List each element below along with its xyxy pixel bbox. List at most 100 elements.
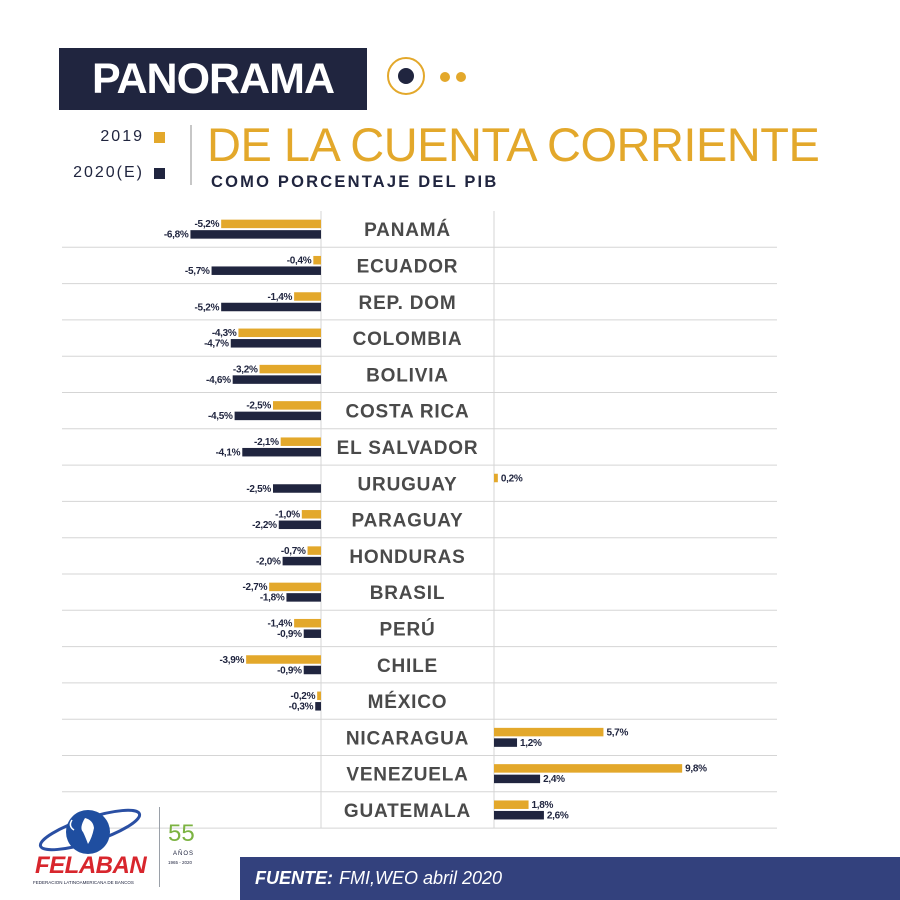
bar-2020 xyxy=(190,230,321,239)
bar-2020 xyxy=(211,266,321,275)
data-label: -4,3% xyxy=(212,328,237,339)
data-label: -2,2% xyxy=(252,520,277,531)
bar-2019 xyxy=(273,401,321,410)
bar-2019 xyxy=(494,764,683,773)
badge-title: PANORAMA xyxy=(91,55,335,103)
bar-2020 xyxy=(303,665,321,675)
chart-subtitle: COMO PORCENTAJE DEL PIB xyxy=(211,173,499,191)
bar-2019 xyxy=(246,655,321,664)
bar-2020 xyxy=(278,520,321,530)
bar-2019 xyxy=(307,546,321,555)
bar-2020 xyxy=(273,484,321,493)
logo-name: FELABAN xyxy=(35,852,147,879)
legend-label: 2019 xyxy=(100,128,144,145)
felaban-logo: FELABAN FEDERACION LATINOAMERICANA DE BA… xyxy=(25,800,245,895)
data-label: -4,5% xyxy=(208,411,233,422)
category-label: MÉXICO xyxy=(368,691,448,713)
bar-2020 xyxy=(234,411,321,421)
chart-title: DE LA CUENTA CORRIENTE xyxy=(207,118,820,171)
legend-swatch xyxy=(154,131,165,143)
bar-2019 xyxy=(313,255,321,265)
anniversary-word: AÑOS xyxy=(173,851,195,857)
data-label: -5,7% xyxy=(185,266,210,277)
anniversary-years: 1965 - 2020 xyxy=(168,860,193,865)
data-label: -6,8% xyxy=(164,230,189,241)
title-badge: PANORAMA xyxy=(59,48,367,110)
globe-icon xyxy=(38,808,142,854)
legend-label: 2020(E) xyxy=(73,164,144,181)
data-label: -5,2% xyxy=(195,302,220,313)
data-label: 9,8% xyxy=(685,764,707,775)
target-circle-icon xyxy=(387,57,425,95)
bar-2020 xyxy=(315,702,321,711)
legend-swatch xyxy=(154,167,165,179)
bar-chart: PANAMÁ -5,2% -6,8% ECUADOR -0,4% -5,7% REP. DO… xyxy=(62,211,777,829)
bar-2020 xyxy=(286,593,321,602)
data-label: 1,2% xyxy=(520,738,542,749)
data-label: 0,2% xyxy=(501,473,523,484)
bar-2020 xyxy=(282,556,321,566)
bar-2020 xyxy=(221,302,321,312)
category-label: BRASIL xyxy=(370,583,446,604)
bar-2019 xyxy=(317,691,321,701)
category-label: URUGUAY xyxy=(358,474,458,495)
bar-2019 xyxy=(301,510,321,519)
data-label: -5,2% xyxy=(195,219,220,230)
bar-2020 xyxy=(494,810,544,820)
category-label: CHILE xyxy=(377,656,438,677)
logo-divider xyxy=(159,807,160,887)
data-label: -1,4% xyxy=(267,618,292,629)
bar-2020 xyxy=(303,629,321,638)
data-label: -2,5% xyxy=(246,484,271,495)
category-label: BOLIVIA xyxy=(366,365,449,386)
target-dot-icon xyxy=(398,68,414,84)
data-label: -2,1% xyxy=(254,437,279,448)
legend-item-2020: 2020(E) xyxy=(73,164,165,182)
category-label: VENEZUELA xyxy=(346,765,468,786)
bar-2020 xyxy=(232,375,321,384)
bar-2020 xyxy=(494,774,541,784)
bar-2019 xyxy=(221,219,321,229)
category-label: HONDURAS xyxy=(349,547,465,568)
bar-2019 xyxy=(238,328,321,338)
bar-2020 xyxy=(242,447,321,457)
bar-2019 xyxy=(269,582,321,592)
logo-tagline: FEDERACION LATINOAMERICANA DE BANCOS xyxy=(33,880,134,885)
data-label: 1,8% xyxy=(532,800,554,811)
anniversary-number: 55 xyxy=(168,820,195,847)
data-label: -1,8% xyxy=(260,593,285,604)
data-label: -0,9% xyxy=(277,665,302,676)
decorative-dot-icon xyxy=(456,72,466,82)
data-label: 2,6% xyxy=(547,810,569,821)
header-divider xyxy=(190,125,192,185)
data-label: -3,2% xyxy=(233,364,258,375)
category-label: PANAMÁ xyxy=(364,219,451,241)
decorative-dot-icon xyxy=(440,72,450,82)
bar-2019 xyxy=(280,437,321,446)
data-label: -4,6% xyxy=(206,375,231,386)
data-label: 2,4% xyxy=(543,774,565,785)
bar-2019 xyxy=(494,727,604,737)
data-label: -4,7% xyxy=(204,339,229,350)
source-bar: FUENTE: FMI,WEO abril 2020 xyxy=(240,857,900,900)
data-label: -1,4% xyxy=(267,292,292,303)
category-label: COSTA RICA xyxy=(345,402,469,423)
category-label: EL SALVADOR xyxy=(337,438,479,459)
category-label: REP. DOM xyxy=(359,293,457,314)
bar-2019 xyxy=(494,473,498,483)
category-label: GUATEMALA xyxy=(344,801,471,822)
source-label: FUENTE: xyxy=(255,868,333,888)
data-label: -0,7% xyxy=(281,546,306,557)
data-label: -0,2% xyxy=(291,691,316,702)
data-label: -1,0% xyxy=(275,510,300,521)
data-label: -4,1% xyxy=(216,447,241,458)
bar-2019 xyxy=(259,364,321,374)
bar-2019 xyxy=(294,618,321,628)
source-text: FMI,WEO abril 2020 xyxy=(339,868,503,888)
data-label: 5,7% xyxy=(606,727,628,738)
data-label: -2,0% xyxy=(256,556,281,567)
data-label: -3,9% xyxy=(219,655,244,666)
data-label: -2,5% xyxy=(246,401,271,412)
category-label: ECUADOR xyxy=(357,256,459,277)
category-label: NICARAGUA xyxy=(346,728,469,749)
